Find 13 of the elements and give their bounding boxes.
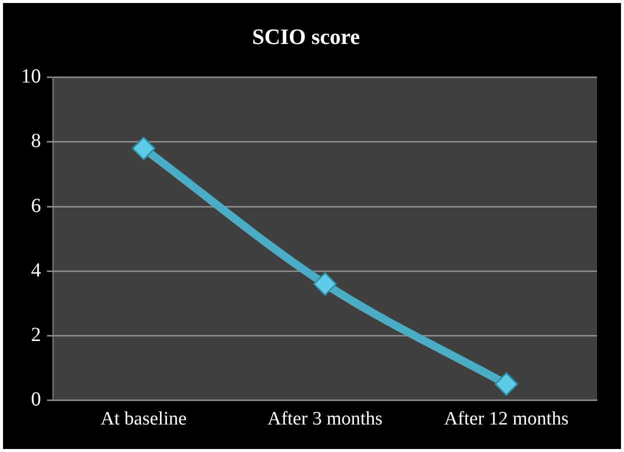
y-tick-label: 10 — [21, 66, 41, 88]
chart-title: SCIO score — [252, 24, 360, 49]
x-tick-label: After 3 months — [267, 408, 383, 430]
y-tick-label: 4 — [31, 259, 41, 282]
x-tick-label: At baseline — [100, 408, 187, 430]
point — [313, 272, 337, 296]
y-tick-label: 8 — [31, 130, 41, 152]
point — [494, 372, 518, 396]
y-tick-label: 0 — [31, 388, 41, 410]
point — [132, 136, 156, 160]
y-tick-label: 2 — [31, 324, 41, 346]
y-tick-label: 6 — [31, 194, 41, 217]
x-tick-label: After 12 months — [444, 408, 569, 430]
